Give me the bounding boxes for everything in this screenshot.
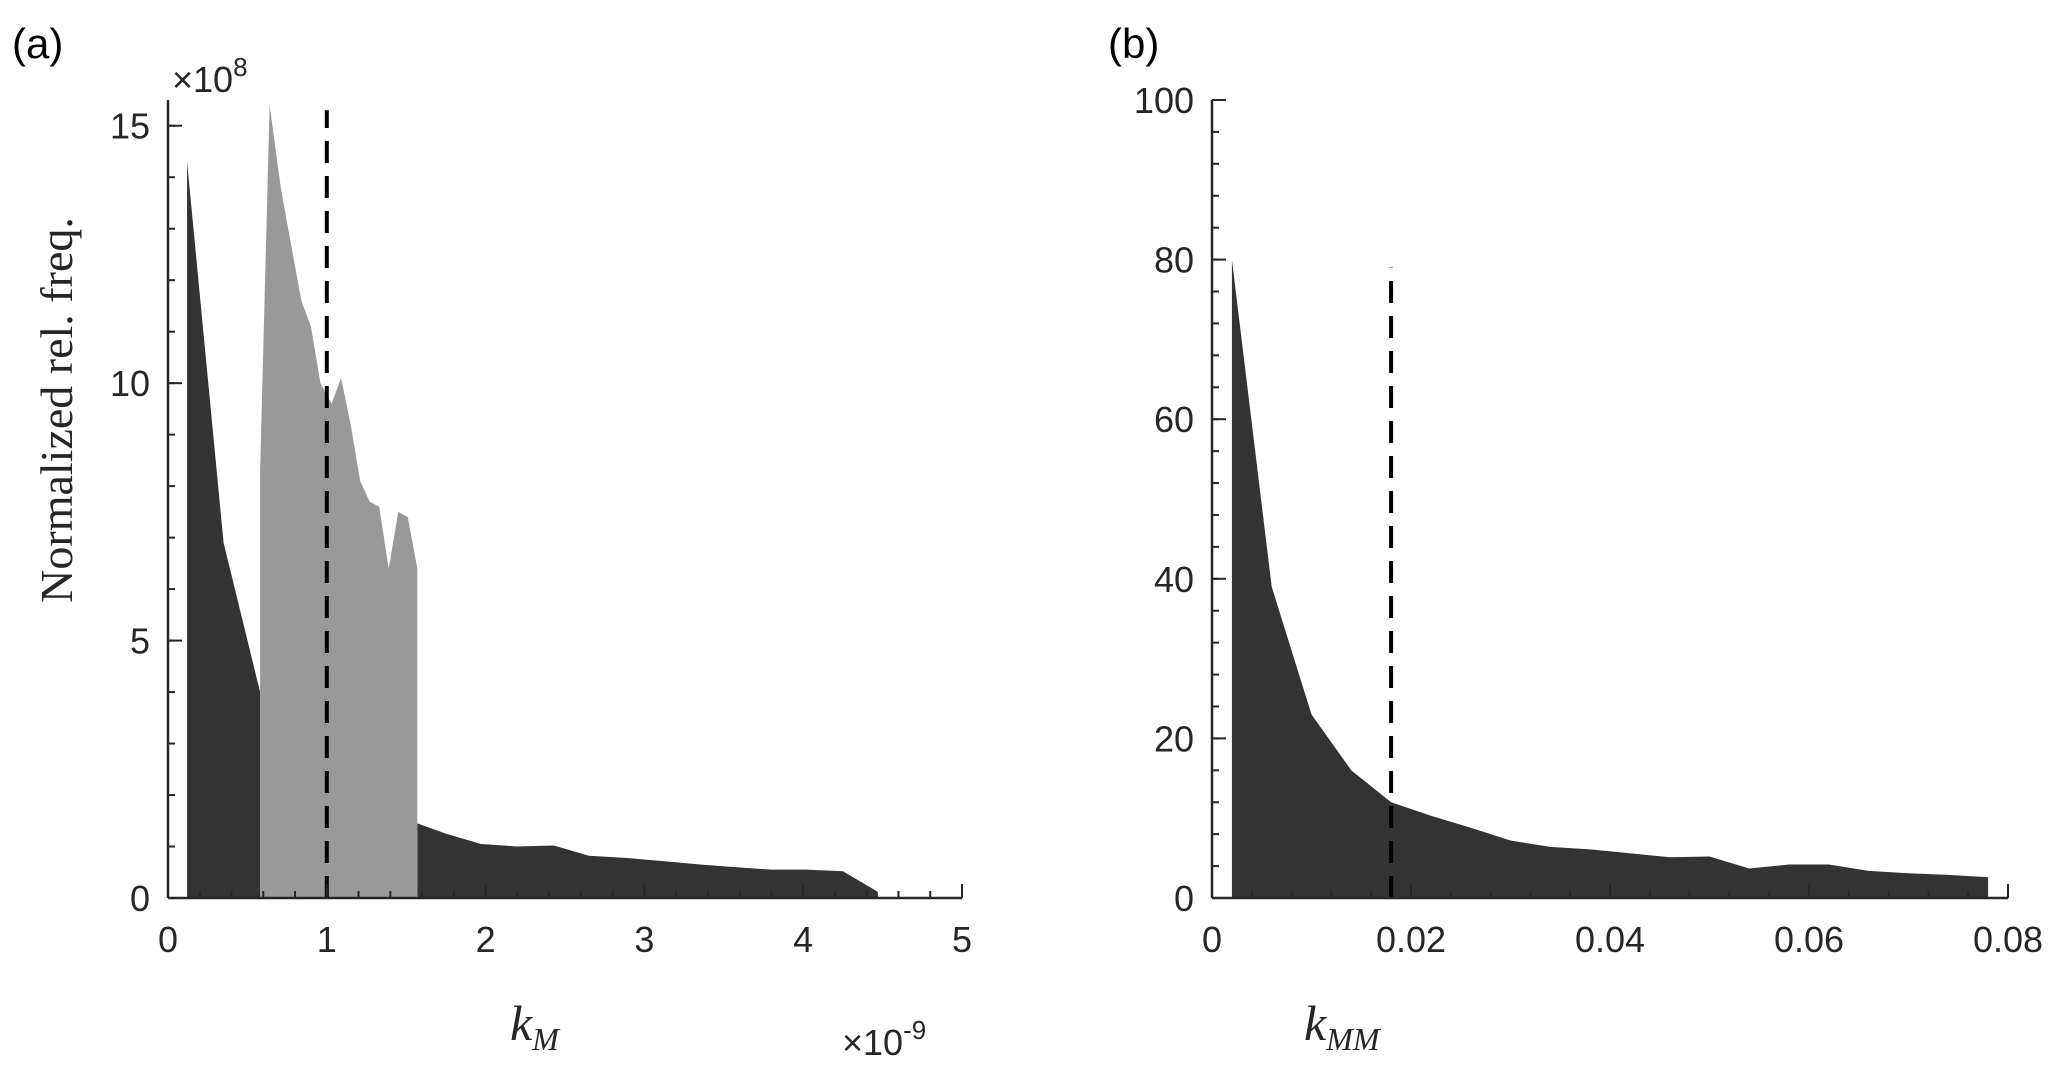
- panel-b-y-tick-label: 80: [1154, 240, 1194, 281]
- panel-a-plot: 0 5 10 15 0 1 2 3 4 5: [110, 100, 972, 960]
- panel-a-x-axis-title: kM: [510, 995, 561, 1057]
- panel-a-x-exponent: ×10-9: [842, 1015, 926, 1063]
- panel-b-x-tick-label: 0: [1202, 919, 1222, 960]
- panel-a-x-tick-label: 3: [634, 919, 654, 960]
- panel-b-y-tick-label: 20: [1154, 718, 1194, 759]
- panel-b-x-tick-label: 0.06: [1774, 919, 1844, 960]
- panel-a: (a) 0 5 10 15 0 1 2 3 4 5 Normalized rel. freq. ×…: [12, 20, 972, 1063]
- panel-b-y-tick-label: 100: [1134, 80, 1194, 121]
- panel-a-y-axis-title: Normalized rel. freq.: [31, 217, 82, 603]
- panel-b-x-axis-title: kMM: [1304, 995, 1382, 1057]
- panel-b-x-tick-label: 0.08: [1973, 919, 2043, 960]
- panel-b-area-series-1: [1231, 259, 1989, 899]
- panel-a-y-tick-label: 0: [130, 878, 150, 919]
- panel-a-area-series-2: [260, 105, 418, 898]
- panel-b-plot: 0 20 40 60 80 100 0 0.02 0.04 0.06 0.08: [1134, 80, 2043, 960]
- panel-a-label: (a): [12, 20, 63, 67]
- panel-b: (b) 0 20 40 60 80 100 0 0.02 0.04 0.06 0.08 kMM: [1108, 20, 2043, 1057]
- panel-a-y-tick-label: 10: [110, 363, 150, 404]
- panel-b-x-tick-label: 0.02: [1376, 919, 1446, 960]
- panel-a-y-tick-label: 15: [110, 106, 150, 147]
- panel-a-x-tick-label: 1: [317, 919, 337, 960]
- panel-a-x-tick-label: 2: [476, 919, 496, 960]
- panel-b-label: (b): [1108, 20, 1159, 67]
- panel-a-area-series-1: [187, 161, 878, 898]
- panel-b-y-tick-label: 60: [1154, 399, 1194, 440]
- panel-a-y-tick-label: 5: [130, 621, 150, 662]
- panel-b-x-tick-label: 0.04: [1575, 919, 1645, 960]
- panel-a-x-tick-label: 5: [952, 919, 972, 960]
- panel-a-x-tick-label: 4: [793, 919, 813, 960]
- panel-b-y-tick-label: 40: [1154, 559, 1194, 600]
- panel-a-x-tick-label: 0: [158, 919, 178, 960]
- panel-b-y-tick-label: 0: [1174, 878, 1194, 919]
- panel-a-y-exponent: ×108: [172, 52, 248, 100]
